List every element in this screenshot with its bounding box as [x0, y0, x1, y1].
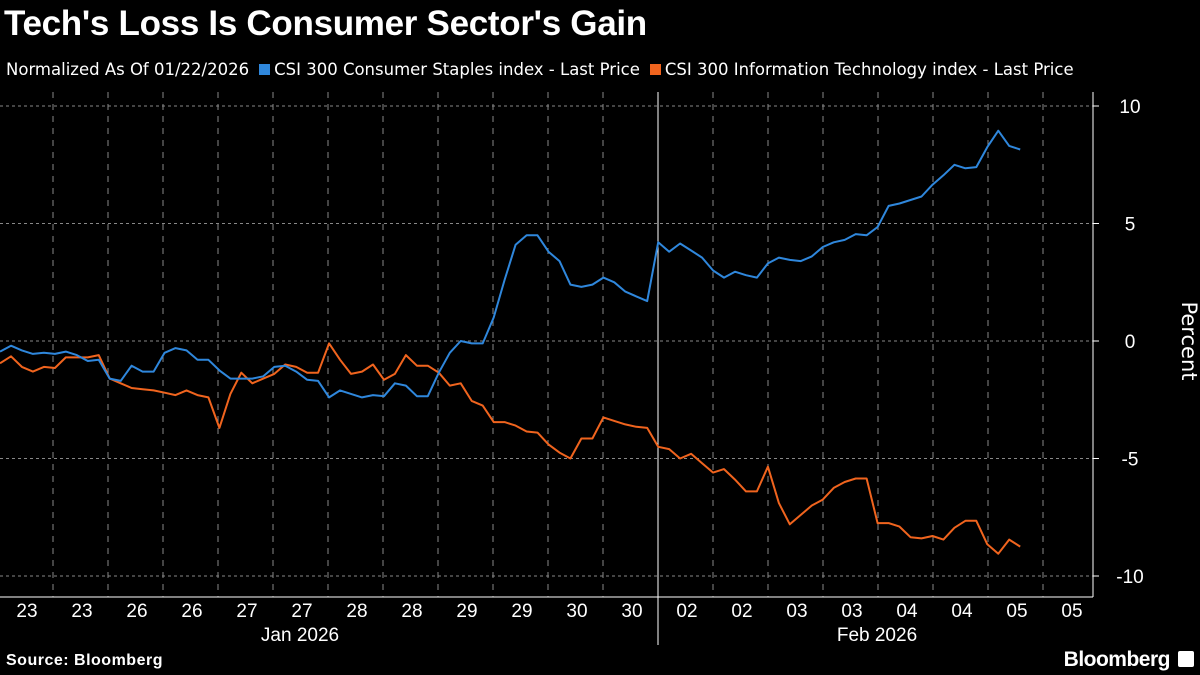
y-tick-label: 10 [1119, 97, 1140, 118]
legend-swatch-orange [649, 64, 661, 75]
x-tick-label: 02 [731, 601, 752, 622]
y-tick-label: -5 [1122, 450, 1139, 471]
x-tick-label: 28 [401, 601, 422, 622]
legend-item-consumer-staples: CSI 300 Consumer Staples index - Last Pr… [259, 60, 640, 79]
x-tick-label: 29 [456, 601, 477, 622]
legend: Normalized As Of 01/22/2026 CSI 300 Cons… [6, 60, 1074, 79]
subtitle: Normalized As Of 01/22/2026 [6, 60, 250, 79]
bloomberg-logo: Bloomberg [1063, 648, 1171, 671]
x-tick-label: 26 [181, 601, 202, 622]
y-tick-label: 5 [1125, 215, 1136, 236]
x-tick-label: 05 [1006, 601, 1027, 622]
x-tick-label: 27 [291, 601, 312, 622]
x-tick-label: 28 [346, 601, 367, 622]
legend-label: CSI 300 Consumer Staples index - Last Pr… [274, 60, 640, 79]
legend-swatch-blue [259, 64, 271, 75]
series-line-consumer-staples [0, 129, 1021, 399]
x-tick-label: 04 [951, 601, 973, 622]
month-label: Feb 2026 [837, 625, 917, 646]
legend-label: CSI 300 Information Technology index - L… [664, 60, 1074, 79]
x-tick-label: 30 [566, 601, 587, 622]
x-tick-label: 03 [841, 601, 862, 622]
x-tick-label: 26 [126, 601, 147, 622]
x-tick-label: 30 [621, 601, 642, 622]
y-axis-title: Percent [1177, 301, 1200, 380]
x-tick-label: 27 [236, 601, 257, 622]
month-label: Jan 2026 [261, 625, 339, 646]
x-tick-label: 03 [786, 601, 807, 622]
x-tick-label: 23 [16, 601, 37, 622]
chart-title: Tech's Loss Is Consumer Sector's Gain [4, 4, 647, 43]
x-tick-label: 05 [1061, 601, 1082, 622]
legend-item-info-tech: CSI 300 Information Technology index - L… [649, 60, 1074, 79]
x-tick-label: 29 [511, 601, 532, 622]
x-tick-label: 23 [71, 601, 92, 622]
x-tick-label: 04 [896, 601, 918, 622]
y-tick-label: -10 [1116, 567, 1143, 588]
x-tick-label: 02 [676, 601, 697, 622]
source-note: Source: Bloomberg [6, 652, 163, 669]
series-line-information-technology [0, 342, 1021, 555]
bloomberg-mark-icon [1178, 651, 1194, 667]
y-tick-label: 0 [1125, 332, 1136, 353]
